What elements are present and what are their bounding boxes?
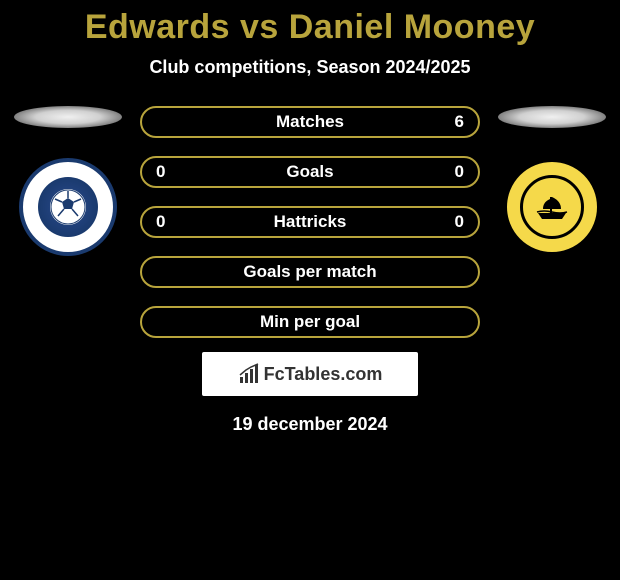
stat-row-goals-per-match: Goals per match <box>140 256 480 288</box>
comparison-card: Edwards vs Daniel Mooney Club competitio… <box>0 8 620 580</box>
stat-row-goals: 0 Goals 0 <box>140 156 480 188</box>
player-photo-placeholder-left <box>14 106 122 128</box>
ship-icon <box>535 193 569 221</box>
stat-label: Matches <box>142 112 478 132</box>
content-row: Matches 6 0 Goals 0 0 Hattricks 0 Goals … <box>0 106 620 338</box>
football-icon <box>50 189 86 225</box>
stat-right-value: 0 <box>455 162 464 182</box>
brand-logo[interactable]: FcTables.com <box>202 352 418 396</box>
stat-left-value: 0 <box>156 212 165 232</box>
page-title: Edwards vs Daniel Mooney <box>0 8 620 47</box>
stats-column: Matches 6 0 Goals 0 0 Hattricks 0 Goals … <box>140 106 480 338</box>
stat-right-value: 6 <box>455 112 464 132</box>
stat-label: Min per goal <box>142 312 478 332</box>
club-badge-right <box>503 158 601 256</box>
stat-label: Goals per match <box>142 262 478 282</box>
left-player-column <box>14 106 122 256</box>
club-badge-left-inner <box>38 177 98 237</box>
stat-left-value: 0 <box>156 162 165 182</box>
club-badge-right-inner <box>520 175 584 239</box>
stat-row-matches: Matches 6 <box>140 106 480 138</box>
stat-right-value: 0 <box>455 212 464 232</box>
date-label: 19 december 2024 <box>0 414 620 435</box>
right-player-column <box>498 106 606 256</box>
player-photo-placeholder-right <box>498 106 606 128</box>
chart-icon <box>238 363 260 385</box>
stat-label: Goals <box>142 162 478 182</box>
stat-label: Hattricks <box>142 212 478 232</box>
stat-row-min-per-goal: Min per goal <box>140 306 480 338</box>
page-subtitle: Club competitions, Season 2024/2025 <box>0 57 620 78</box>
club-badge-left <box>19 158 117 256</box>
stat-row-hattricks: 0 Hattricks 0 <box>140 206 480 238</box>
brand-label: FcTables.com <box>264 364 383 385</box>
